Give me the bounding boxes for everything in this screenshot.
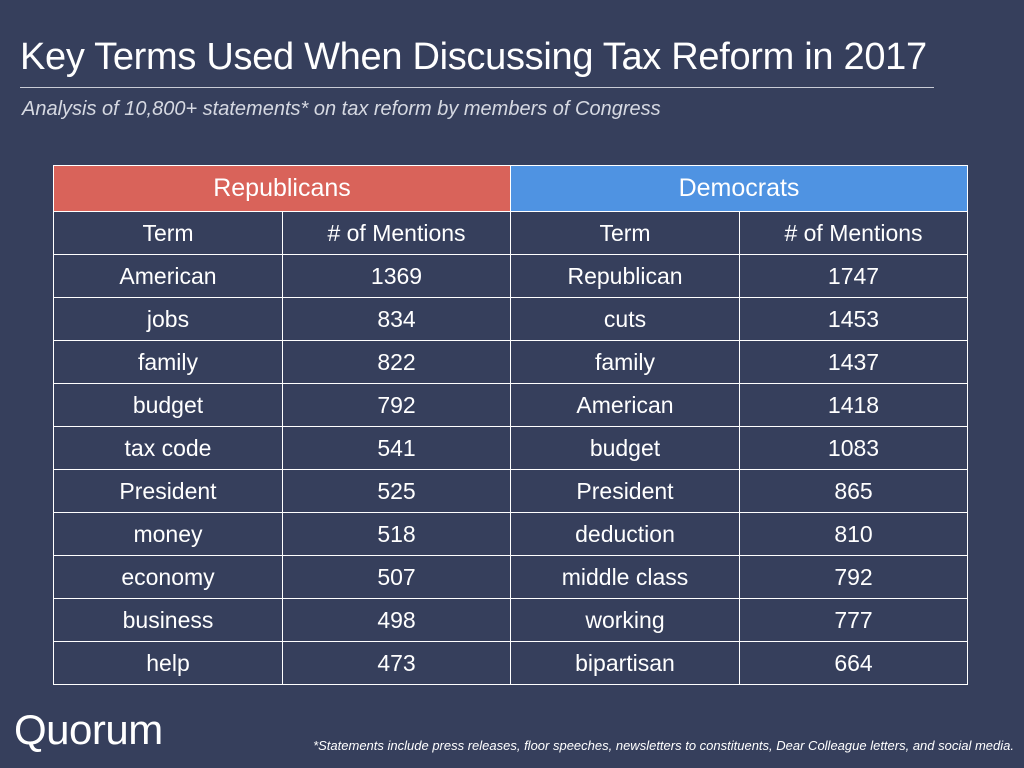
rep-count-cell: 834 bbox=[282, 297, 511, 341]
rep-term-cell: business bbox=[53, 598, 283, 642]
page-title: Key Terms Used When Discussing Tax Refor… bbox=[20, 36, 927, 78]
table-row: business 498 working 777 bbox=[53, 598, 968, 642]
dem-count-cell: 664 bbox=[739, 641, 968, 685]
table-row: family 822 family 1437 bbox=[53, 340, 968, 384]
key-terms-table: Republicans Democrats Term # of Mentions… bbox=[53, 165, 968, 685]
rep-count-cell: 507 bbox=[282, 555, 511, 599]
dem-count-cell: 1437 bbox=[739, 340, 968, 384]
footnote: *Statements include press releases, floo… bbox=[313, 738, 1014, 753]
dem-count-cell: 792 bbox=[739, 555, 968, 599]
rep-term-cell: budget bbox=[53, 383, 283, 427]
table-row: money 518 deduction 810 bbox=[53, 512, 968, 556]
rep-count-cell: 498 bbox=[282, 598, 511, 642]
dem-term-cell: budget bbox=[510, 426, 740, 470]
dem-count-cell: 810 bbox=[739, 512, 968, 556]
rep-count-cell: 473 bbox=[282, 641, 511, 685]
republicans-header: Republicans bbox=[53, 165, 511, 212]
dem-term-cell: deduction bbox=[510, 512, 740, 556]
dem-count-cell: 777 bbox=[739, 598, 968, 642]
title-divider bbox=[20, 87, 934, 88]
rep-term-cell: American bbox=[53, 254, 283, 298]
democrats-header: Democrats bbox=[510, 165, 968, 212]
table-row: President 525 President 865 bbox=[53, 469, 968, 513]
rep-term-cell: money bbox=[53, 512, 283, 556]
dem-count-cell: 865 bbox=[739, 469, 968, 513]
rep-count-cell: 541 bbox=[282, 426, 511, 470]
rep-term-column-header: Term bbox=[53, 211, 283, 255]
dem-count-cell: 1453 bbox=[739, 297, 968, 341]
rep-term-cell: tax code bbox=[53, 426, 283, 470]
dem-term-cell: bipartisan bbox=[510, 641, 740, 685]
dem-term-cell: family bbox=[510, 340, 740, 384]
dem-count-cell: 1418 bbox=[739, 383, 968, 427]
page-subtitle: Analysis of 10,800+ statements* on tax r… bbox=[22, 98, 661, 120]
dem-count-cell: 1747 bbox=[739, 254, 968, 298]
rep-term-cell: family bbox=[53, 340, 283, 384]
rep-mentions-column-header: # of Mentions bbox=[282, 211, 511, 255]
terms-table-body: American 1369 Republican 1747 jobs 834 cuts 145… bbox=[53, 254, 968, 685]
dem-term-cell: Republican bbox=[510, 254, 740, 298]
table-row: budget 792 American 1418 bbox=[53, 383, 968, 427]
dem-term-cell: middle class bbox=[510, 555, 740, 599]
dem-term-column-header: Term bbox=[510, 211, 740, 255]
dem-term-cell: President bbox=[510, 469, 740, 513]
dem-term-cell: cuts bbox=[510, 297, 740, 341]
dem-count-cell: 1083 bbox=[739, 426, 968, 470]
column-header-row: Term # of Mentions Term # of Mentions bbox=[53, 211, 968, 255]
rep-count-cell: 792 bbox=[282, 383, 511, 427]
dem-mentions-column-header: # of Mentions bbox=[739, 211, 968, 255]
dem-term-cell: working bbox=[510, 598, 740, 642]
rep-count-cell: 1369 bbox=[282, 254, 511, 298]
rep-term-cell: jobs bbox=[53, 297, 283, 341]
rep-term-cell: economy bbox=[53, 555, 283, 599]
rep-term-cell: President bbox=[53, 469, 283, 513]
dem-term-cell: American bbox=[510, 383, 740, 427]
rep-count-cell: 822 bbox=[282, 340, 511, 384]
rep-count-cell: 518 bbox=[282, 512, 511, 556]
table-row: tax code 541 budget 1083 bbox=[53, 426, 968, 470]
table-row: help 473 bipartisan 664 bbox=[53, 641, 968, 685]
table-row: jobs 834 cuts 1453 bbox=[53, 297, 968, 341]
table-row: economy 507 middle class 792 bbox=[53, 555, 968, 599]
party-header-row: Republicans Democrats bbox=[53, 165, 968, 212]
quorum-logo: Quorum bbox=[14, 706, 163, 753]
rep-count-cell: 525 bbox=[282, 469, 511, 513]
table-row: American 1369 Republican 1747 bbox=[53, 254, 968, 298]
rep-term-cell: help bbox=[53, 641, 283, 685]
